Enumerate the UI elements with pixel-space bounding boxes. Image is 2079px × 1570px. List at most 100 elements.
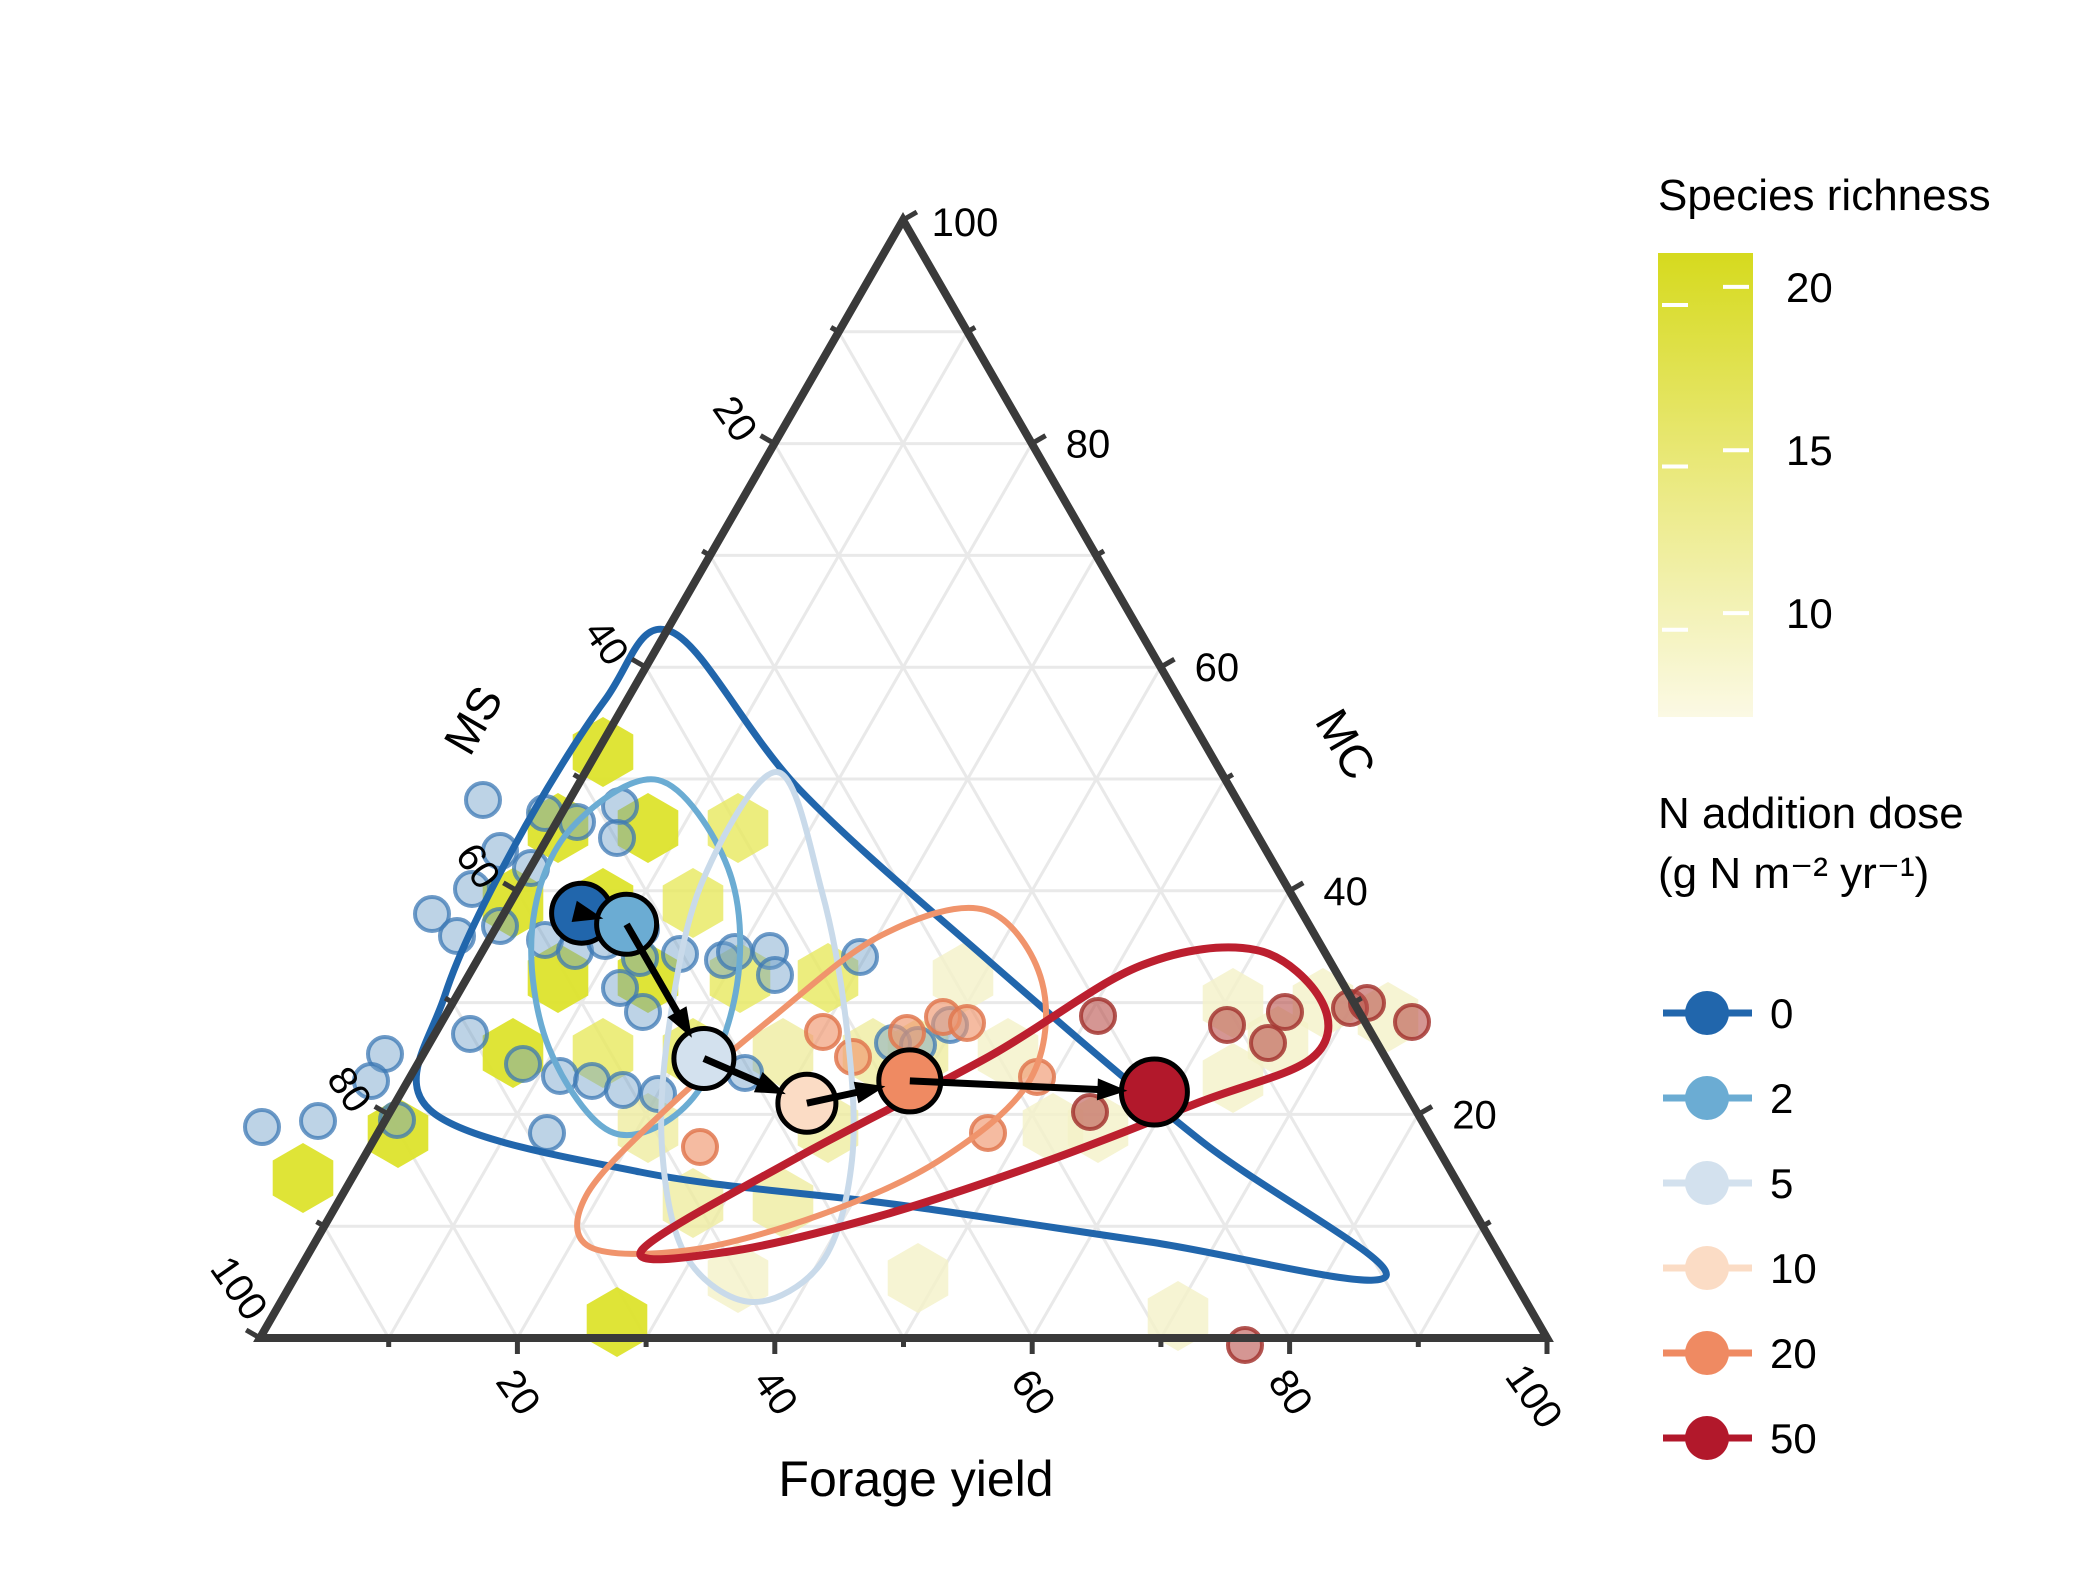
sample-dot-orange (948, 1004, 986, 1042)
hexbin-cell (1147, 1281, 1209, 1351)
sample-dot-red (1071, 1093, 1109, 1131)
sample-dot-red (1226, 1326, 1264, 1364)
top-corner-tick (901, 209, 919, 223)
colorbar: Species richness 20 15 10 (1658, 171, 1991, 717)
sample-dot-blue (604, 1071, 642, 1109)
ellipse-dose-5 (658, 769, 857, 1306)
trajectory-arrow-shaft (806, 1087, 863, 1107)
colorbar-ticks: 20 15 10 (1662, 264, 1833, 637)
sample-dot-orange (681, 1128, 719, 1166)
right-axis-minor-tick (1223, 772, 1235, 782)
hexbin-cell (586, 1287, 648, 1357)
trajectory-arrow-shaft (702, 1055, 766, 1088)
grid-line (708, 554, 1163, 1339)
scatter-layer (243, 781, 1431, 1364)
left-axis-title: MS (433, 677, 513, 763)
trajectory-arrow-shaft (909, 1077, 1104, 1094)
right-axis-minor-tick (1352, 995, 1363, 1005)
legend-dot-dose-5 (1685, 1161, 1729, 1205)
right-axis-tick-label: 20 (1452, 1093, 1497, 1137)
right-axis-major-tick (1416, 1104, 1434, 1117)
hexbin-cell (272, 1143, 334, 1213)
dose-legend-title-line1: N addition dose (1658, 789, 1964, 838)
grid-line (580, 778, 905, 1339)
left-corner-tick (244, 1327, 262, 1341)
sample-dot-blue (299, 1102, 337, 1140)
right-axis-major-tick (1288, 880, 1305, 893)
grid-line (1288, 1113, 1420, 1339)
sample-dot-red (1249, 1024, 1287, 1062)
bottom-axis-title: Forage yield (778, 1451, 1053, 1507)
trajectory-point-dose-50 (1118, 1056, 1190, 1128)
trajectory-arrow-head (667, 1006, 692, 1038)
right-axis-minor-tick (1481, 1219, 1492, 1229)
hexbin-cell (887, 1243, 949, 1313)
left-axis-major-tick (759, 433, 776, 446)
trajectory-arrow-head (571, 900, 604, 922)
left-axis-minor-tick (443, 995, 455, 1005)
hexbin-cell (707, 793, 769, 863)
sample-dot-blue (451, 1015, 489, 1053)
hexbin-cell (752, 1018, 814, 1088)
legend-dot-dose-0 (1685, 991, 1729, 1035)
colorbar-title: Species richness (1658, 171, 1991, 220)
left-axis-tick-label: 20 (704, 388, 766, 450)
sample-dot-blue (528, 1114, 566, 1152)
trajectory-layer (549, 880, 1190, 1135)
bottom-right-corner-label: 100 (1496, 1357, 1570, 1437)
left-axis-minor-tick (315, 1219, 326, 1229)
sample-dot-red (1079, 997, 1117, 1035)
colorbar-tick-label: 15 (1786, 427, 1833, 474)
sample-dot-blue (352, 1062, 390, 1100)
left-corner-label: 100 (201, 1249, 275, 1329)
trajectory-arrow-head (853, 1081, 886, 1104)
sample-dot-red (1208, 1006, 1246, 1044)
grid-line (1416, 1225, 1484, 1339)
right-axis-tick-label: 60 (1195, 646, 1240, 690)
legend-label-dose-10: 10 (1770, 1245, 1817, 1292)
hexbin-cell (932, 943, 994, 1013)
ellipse-dose-0 (412, 625, 1390, 1284)
sample-dot-blue (243, 1108, 281, 1146)
sample-dot-blue (413, 895, 451, 933)
left-axis-major-tick (502, 880, 519, 893)
right-axis-tick-label: 40 (1323, 870, 1368, 914)
legend-label-dose-2: 2 (1770, 1075, 1793, 1122)
top-corner-label: 100 (932, 201, 999, 245)
legend-label-dose-0: 0 (1770, 990, 1793, 1037)
sample-dot-blue (756, 956, 794, 994)
dose-legend-title-line2: (g N m⁻² yr⁻¹) (1658, 849, 1929, 898)
left-axis-major-tick (630, 657, 648, 670)
right-axis-tick-label: 80 (1066, 423, 1111, 467)
sample-dot-orange (888, 1014, 926, 1052)
legend-label-dose-20: 20 (1770, 1330, 1817, 1377)
dose-legend-entries: 0 2 5 10 20 50 (1663, 990, 1817, 1462)
sample-dot-orange (804, 1013, 842, 1051)
left-axis-minor-tick (701, 548, 712, 558)
sample-dot-orange (969, 1114, 1007, 1152)
grid-line (837, 331, 1420, 1339)
sample-dot-blue (624, 993, 662, 1031)
bottom-axis-tick-label: 20 (487, 1362, 549, 1424)
legend-label-dose-50: 50 (1770, 1415, 1817, 1462)
colorbar-gradient-bar (1658, 253, 1753, 717)
right-axis-title: MC (1305, 700, 1386, 788)
grid-line (323, 1225, 390, 1339)
hexbin-cell (527, 943, 589, 1013)
right-axis-minor-tick (966, 325, 977, 334)
sample-dot-blue (601, 969, 639, 1007)
hexbin-cell (572, 1018, 634, 1088)
trajectory-arrow-shaft (623, 922, 683, 1019)
bottom-axis-tick-label: 80 (1259, 1362, 1321, 1424)
left-axis-major-tick (373, 1104, 390, 1117)
legend-dot-dose-50 (1685, 1416, 1729, 1460)
dose-legend: N addition dose (g N m⁻² yr⁻¹) 0 2 5 10 20 50 (1658, 789, 1964, 1462)
legend-label-dose-5: 5 (1770, 1160, 1793, 1207)
legend-dot-dose-10 (1685, 1246, 1729, 1290)
grid-line (902, 778, 1227, 1339)
sample-dot-blue (716, 933, 754, 971)
sample-dot-red (1393, 1003, 1431, 1041)
trajectory-arrow-head (1096, 1078, 1128, 1101)
